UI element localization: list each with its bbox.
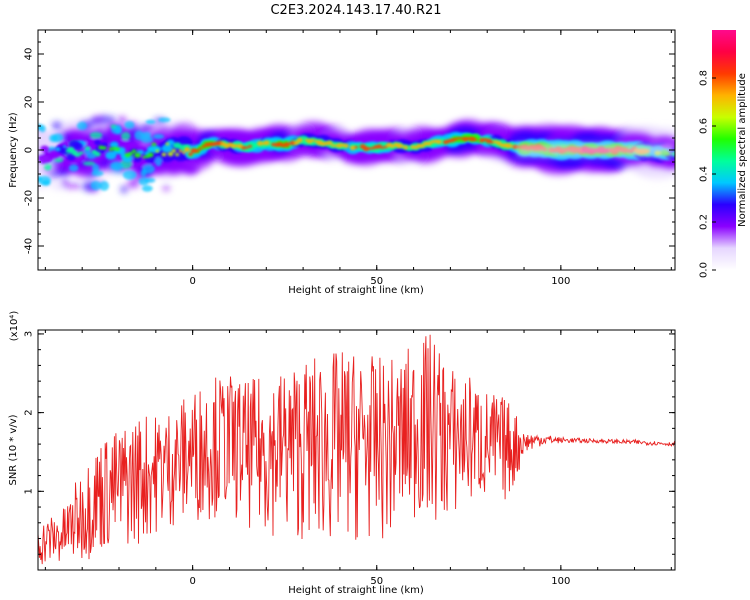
snr-panel: 0 50 100 123 Height of straight line (km) … [8,311,676,596]
snr-y-ticks: 1 2 3 [24,331,675,571]
y-tick-label: 0 [24,147,35,153]
y-tick-label: 40 [24,48,35,61]
snr-x-ticks: 0 50 100 [44,330,672,587]
x-tick-label: 0 [189,576,195,587]
snr-y-axis-label: SNR (10 * v/v) [8,414,19,485]
colorbar-tick-label: 0.4 [699,166,710,182]
x-tick-label: 100 [551,276,570,287]
snr-frame [37,329,676,571]
colorbar-tick-label: 0.2 [699,214,710,230]
y-tick-label: 3 [24,331,35,337]
figure-title: C2E3.2024.143.17.40.R21 [270,3,441,18]
spectrogram-x-ticks: 0 50 100 [44,30,672,287]
spectrogram-x-axis-label: Height of straight line (km) [288,285,424,296]
x-tick-label: 100 [551,576,570,587]
colorbar-tick-label: 0.6 [699,118,710,134]
colorbar-gradient [712,30,736,270]
spectrogram-y-ticks: -40 -20 0 20 40 [24,29,675,271]
colorbar-tick-label: 0.0 [699,262,710,278]
y-tick-label: -40 [24,238,35,254]
spectrogram-plot-area [38,114,675,194]
snr-series-line [38,334,675,565]
spectrogram-panel: 0 50 100 -40 -20 0 20 40 Height of straight li… [8,29,676,296]
x-tick-label: 50 [370,576,383,587]
spectrogram-heatmap [38,114,675,194]
x-tick-label: 50 [370,276,383,287]
x-tick-label: 0 [189,276,195,287]
colorbar: 0.0 0.2 0.4 0.6 0.8 Normalized spectral ampl… [699,30,748,278]
y-tick-label: 20 [24,96,35,109]
heat-tail-band [516,142,675,158]
colorbar-label: Normalized spectral amplitude [737,73,748,227]
y-tick-label: -20 [24,190,35,206]
colorbar-tick-label: 0.8 [699,70,710,86]
colorbar-ticks: 0.0 0.2 0.4 0.6 0.8 [699,70,716,278]
y-tick-label: 2 [24,409,35,415]
y-tick-label: 1 [24,488,35,494]
snr-plot-area [38,334,675,565]
snr-x-axis-label: Height of straight line (km) [288,585,424,596]
snr-y-multiplier: (x10⁴) [9,311,20,342]
spectrogram-y-axis-label: Frequency (Hz) [8,112,19,188]
